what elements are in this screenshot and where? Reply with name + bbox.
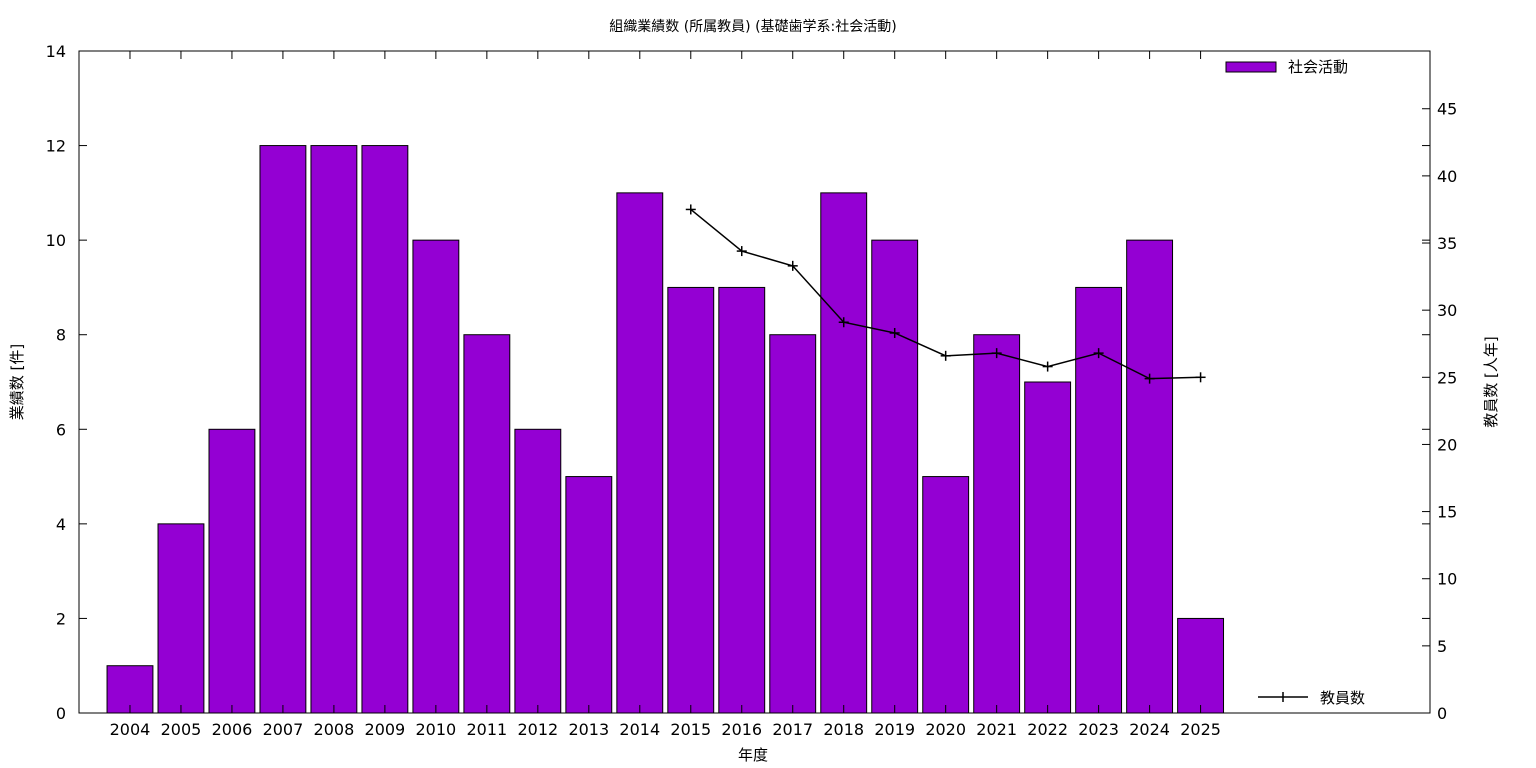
y-axis-label: 業績数 [件] — [8, 344, 26, 420]
bar-2006 — [208, 428, 256, 714]
line-point-2018 — [838, 317, 849, 328]
chart-title: 組織業績数 (所属教員) (基礎歯学系:社会活動) — [609, 18, 896, 35]
x-tick-label: 2015 — [670, 720, 711, 739]
y2-tick-label: 10 — [1437, 570, 1457, 589]
bar-2010 — [412, 239, 460, 714]
y2-tick-label: 35 — [1437, 234, 1457, 253]
y-tick-label: 6 — [56, 420, 66, 439]
bar-2025 — [1177, 617, 1225, 714]
bar-2013 — [565, 476, 613, 714]
bar-2007 — [259, 145, 307, 714]
y-tick-label: 8 — [56, 326, 66, 345]
line-point-2023 — [1093, 348, 1104, 359]
line-point-2019 — [889, 327, 900, 338]
y2-tick-label: 20 — [1437, 435, 1457, 454]
plot-frame — [78, 50, 1431, 714]
y2-tick-label: 5 — [1437, 637, 1447, 656]
x-tick-label: 2022 — [1027, 720, 1068, 739]
x-tick-label: 2016 — [721, 720, 762, 739]
x-axis-label: 年度 — [738, 746, 768, 764]
y-tick-label: 10 — [46, 231, 66, 250]
x-tick-label: 2020 — [925, 720, 966, 739]
line-point-2022 — [1042, 361, 1053, 372]
x-axis: 2004 2005 2006 2007 2008 2009 2010 2011 2012 2013… — [110, 51, 1221, 739]
bar-2018 — [820, 192, 868, 714]
bar-2005 — [157, 523, 205, 714]
x-tick-label: 2012 — [517, 720, 558, 739]
x-tick-label: 2009 — [365, 720, 406, 739]
x-tick-label: 2019 — [874, 720, 915, 739]
bar-2020 — [922, 476, 970, 714]
x-tick-label: 2008 — [314, 720, 355, 739]
bar-2012 — [514, 428, 562, 714]
y2-tick-label: 45 — [1437, 100, 1457, 119]
y-tick-label: 12 — [46, 137, 66, 156]
x-tick-label: 2005 — [161, 720, 202, 739]
legend-bar-entry: 社会活動 — [1225, 58, 1348, 76]
legend-bar-swatch — [1225, 61, 1277, 73]
x-tick-label: 2004 — [110, 720, 151, 739]
bar-2021 — [973, 334, 1021, 714]
x-tick-label: 2018 — [823, 720, 864, 739]
x-tick-label: 2023 — [1078, 720, 1119, 739]
bar-2008 — [310, 145, 358, 714]
y2-tick-label: 0 — [1437, 704, 1447, 723]
x-tick-label: 2013 — [568, 720, 609, 739]
x-tick-label: 2021 — [976, 720, 1017, 739]
x-tick-label: 2017 — [772, 720, 813, 739]
line-point-2021 — [991, 348, 1002, 359]
x-tick-label: 2006 — [212, 720, 253, 739]
bar-2017 — [769, 334, 817, 714]
y2-axis-label: 教員数 [人年] — [1482, 336, 1500, 427]
line-point-2015 — [685, 204, 696, 215]
bar-2009 — [361, 145, 409, 714]
line-series — [685, 204, 1206, 384]
line-point-2016 — [736, 246, 747, 257]
line-point-2020 — [940, 350, 951, 361]
y2-tick-label: 25 — [1437, 368, 1457, 387]
y-tick-label: 2 — [56, 609, 66, 628]
x-tick-label: 2025 — [1180, 720, 1221, 739]
legend-bar-label: 社会活動 — [1288, 58, 1348, 76]
y2-tick-label: 40 — [1437, 167, 1457, 186]
x-tick-label: 2014 — [619, 720, 660, 739]
y2-tick-label: 15 — [1437, 503, 1457, 522]
x-tick-label: 2007 — [263, 720, 304, 739]
legend-line-entry: 教員数 — [1258, 689, 1365, 707]
line-point-2017 — [787, 260, 798, 271]
y-tick-label: 0 — [56, 704, 66, 723]
bar-2024 — [1126, 239, 1174, 714]
bar-2022 — [1024, 381, 1072, 714]
bar-2019 — [871, 239, 919, 714]
x-tick-label: 2010 — [416, 720, 457, 739]
x-tick-label: 2011 — [466, 720, 507, 739]
bar-2016 — [718, 286, 766, 714]
bar-2014 — [616, 192, 664, 714]
y2-tick-label: 30 — [1437, 301, 1457, 320]
bar-series — [106, 145, 1225, 714]
bar-2015 — [667, 286, 715, 714]
legend-line-label: 教員数 — [1320, 689, 1365, 707]
x-tick-label: 2024 — [1129, 720, 1170, 739]
bar-2011 — [463, 334, 511, 714]
y-axis: 0 2 4 6 8 10 12 14 — [46, 42, 1430, 723]
line-point-2025 — [1195, 372, 1206, 383]
y2-axis: 0 5 10 15 20 25 30 35 40 45 — [1422, 100, 1457, 723]
line-point-2024 — [1144, 373, 1155, 384]
bar-2023 — [1075, 286, 1123, 714]
y-tick-label: 4 — [56, 515, 66, 534]
y-tick-label: 14 — [46, 42, 66, 61]
